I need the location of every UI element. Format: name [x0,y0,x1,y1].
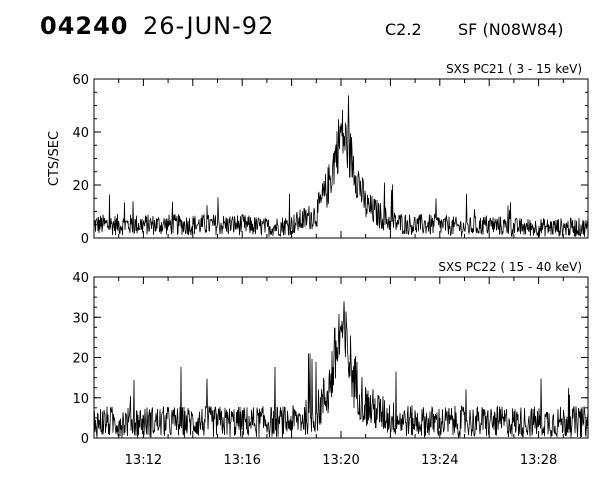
y-tick-label: 60 [72,73,89,88]
y-tick-label: 40 [72,271,89,286]
y-tick-label: 30 [72,311,89,326]
panel-title: SXS PC21 ( 3 - 15 keV) [446,62,582,76]
x-tick-label: 13:16 [223,453,260,468]
y-tick-label: 20 [72,179,89,194]
y-axis-label: CTS/SEC [47,131,62,186]
series-line [93,95,589,238]
flare-location: SF (N08W84) [458,20,564,39]
y-tick-label: 0 [81,432,89,447]
x-tick-label: 13:24 [421,453,458,468]
series-line [93,301,589,438]
event-number: 04240 [40,12,129,40]
x-tick-label: 13:12 [125,453,162,468]
flare-class: C2.2 [385,20,422,39]
panel-title: SXS PC22 ( 15 - 40 keV) [438,260,582,274]
event-date: 26-JUN-92 [143,12,275,40]
y-tick-label: 10 [72,392,89,407]
y-tick-label: 0 [81,232,89,247]
y-tick-label: 40 [72,126,89,141]
x-tick-label: 13:28 [520,453,557,468]
x-tick-label: 13:20 [322,453,359,468]
y-tick-label: 20 [72,352,89,367]
plot-frame [93,78,589,239]
